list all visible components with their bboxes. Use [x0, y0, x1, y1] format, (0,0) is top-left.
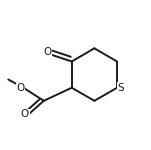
- Text: O: O: [21, 110, 29, 119]
- Text: S: S: [117, 83, 124, 93]
- Text: O: O: [17, 83, 25, 93]
- Text: O: O: [43, 47, 52, 57]
